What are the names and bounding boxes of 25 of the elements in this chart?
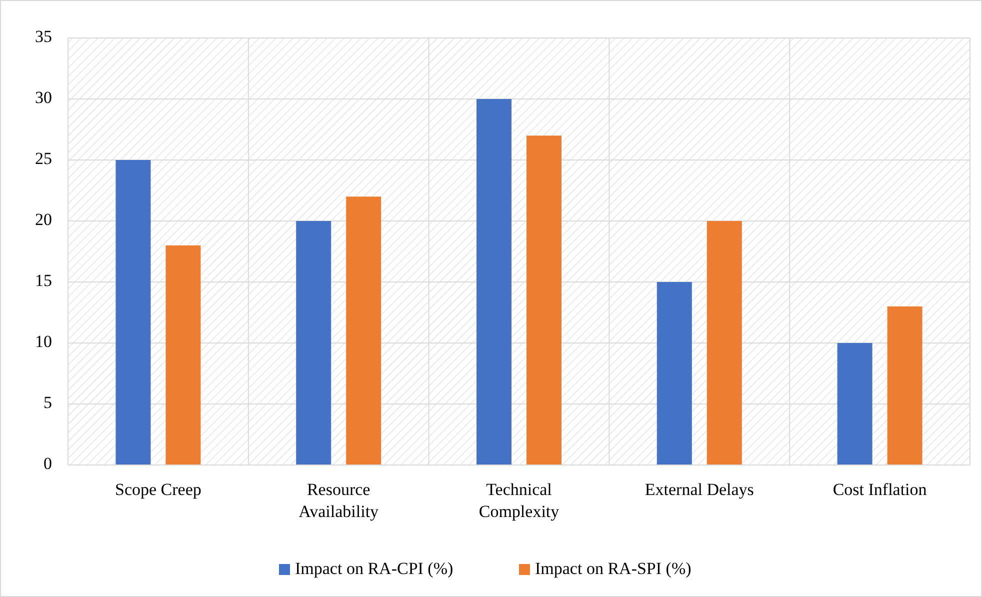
y-tick-label: 0 [44, 454, 52, 473]
y-tick-label: 25 [35, 148, 52, 168]
x-tick-label: Cost Inflation [832, 480, 928, 499]
bar [166, 245, 201, 465]
legend-label: Impact on RA-CPI (%) [295, 558, 454, 578]
y-tick-label: 20 [35, 210, 52, 229]
y-tick-label: 15 [35, 270, 52, 290]
bar [346, 196, 382, 465]
bar [706, 221, 742, 465]
x-tick-label: Scope Creep [115, 480, 202, 499]
bar [887, 306, 922, 465]
x-tick-label: Technical Complexity [478, 480, 560, 521]
y-tick-label: 10 [35, 332, 52, 351]
bar [526, 136, 562, 465]
legend-label: Impact on RA-SPI (%) [535, 558, 692, 578]
bar [656, 282, 692, 465]
bar [116, 160, 151, 465]
y-tick-label: 5 [44, 392, 52, 412]
x-tick-label: External Delays [644, 480, 754, 499]
y-tick-label: 35 [35, 26, 52, 46]
bar [296, 221, 332, 465]
bar [837, 343, 872, 465]
bar [476, 99, 512, 465]
y-tick-label: 30 [35, 88, 52, 107]
x-tick-label: Resource Availability [298, 480, 380, 521]
